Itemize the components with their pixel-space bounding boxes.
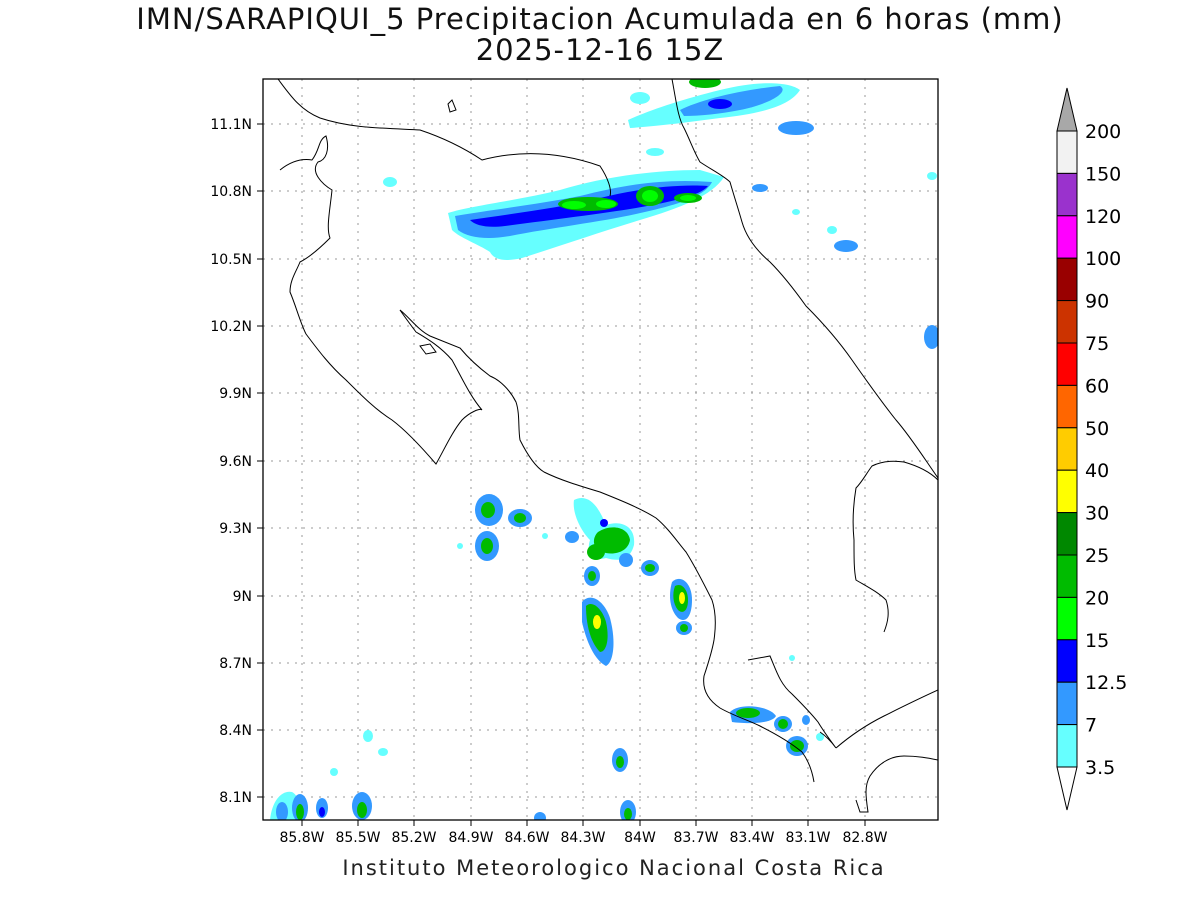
lon-label: 84.6W xyxy=(504,830,549,846)
colorbar-label: 30 xyxy=(1085,503,1109,525)
colorbar-label: 200 xyxy=(1085,121,1121,143)
colorbar-label: 25 xyxy=(1085,545,1109,567)
longitude-labels: 85.8W 85.5W 85.2W 84.9W 84.6W 84.3W 84W … xyxy=(279,830,887,846)
lat-label: 8.1N xyxy=(219,790,252,806)
precipitation-shading xyxy=(270,79,938,820)
colorbar-swatch xyxy=(1056,512,1078,556)
lat-label: 9.9N xyxy=(219,386,252,402)
colorbar-swatch xyxy=(1056,554,1078,598)
footer-credit: Instituto Meteorologico Nacional Costa R… xyxy=(342,856,886,880)
precip-cells-south-west xyxy=(270,768,372,820)
colorbar-label: 100 xyxy=(1085,248,1121,270)
map-gridlines xyxy=(263,79,938,820)
lon-label: 84.3W xyxy=(560,830,605,846)
lon-label: 83.4W xyxy=(729,830,774,846)
colorbar-swatch xyxy=(1056,215,1078,259)
colorbar-swatch xyxy=(1056,724,1078,768)
colorbar-label: 120 xyxy=(1085,206,1121,228)
map-valid-time: 2025-12-16 15Z xyxy=(475,33,725,67)
axis-ticks xyxy=(257,123,866,826)
colorbar-label: 12.5 xyxy=(1085,672,1127,694)
lon-label: 84W xyxy=(624,830,656,846)
colorbar-swatch xyxy=(1056,257,1078,302)
lat-label: 9.3N xyxy=(219,521,252,537)
colorbar-under-arrow xyxy=(1056,766,1078,811)
lat-label: 11.1N xyxy=(210,117,252,133)
colorbar-label: 15 xyxy=(1085,630,1109,652)
lon-label: 85.8W xyxy=(279,830,324,846)
colorbar-over-arrow xyxy=(1056,87,1078,132)
colorbar-label: 40 xyxy=(1085,460,1109,482)
lon-label: 83.7W xyxy=(673,830,718,846)
precip-cluster-north-east xyxy=(383,79,938,349)
colorbar-label: 3.5 xyxy=(1085,757,1115,779)
lat-label: 10.2N xyxy=(210,319,252,335)
colorbar-swatch xyxy=(1056,596,1078,641)
colorbar-label: 150 xyxy=(1085,163,1121,185)
lon-label: 85.2W xyxy=(391,830,436,846)
lat-label: 8.7N xyxy=(219,656,252,672)
precip-band-north xyxy=(448,170,724,260)
coastlines xyxy=(277,79,938,813)
colorbar-swatch xyxy=(1056,384,1078,429)
colorbar-swatch xyxy=(1056,639,1078,683)
colorbar-label: 50 xyxy=(1085,418,1109,440)
colorbar-swatch xyxy=(1056,427,1078,471)
colorbar-swatch xyxy=(1056,300,1078,344)
colorbar: 200 150 120 100 90 75 60 50 40 30 25 20 15 12.5 7 3.5 xyxy=(1056,87,1127,811)
lat-label: 8.4N xyxy=(219,723,252,739)
colorbar-swatch xyxy=(1056,130,1078,174)
colorbar-label: 75 xyxy=(1085,333,1109,355)
lat-label: 9.6N xyxy=(219,454,252,470)
lon-label: 84.9W xyxy=(448,830,493,846)
latitude-labels: 11.1N 10.8N 10.5N 10.2N 9.9N 9.6N 9.3N 9… xyxy=(210,117,252,806)
colorbar-swatch xyxy=(1056,469,1078,514)
colorbar-swatch xyxy=(1056,342,1078,386)
colorbar-label: 7 xyxy=(1085,715,1097,737)
colorbar-swatch xyxy=(1056,681,1078,726)
map-frame xyxy=(262,78,939,821)
colorbar-swatch xyxy=(1056,172,1078,217)
lon-label: 85.5W xyxy=(335,830,380,846)
colorbar-label: 90 xyxy=(1085,291,1109,313)
lon-label: 82.8W xyxy=(842,830,887,846)
map-title: IMN/SARAPIQUI_5 Precipitacion Acumulada … xyxy=(136,2,1064,36)
colorbar-label: 20 xyxy=(1085,587,1109,609)
lat-label: 9N xyxy=(233,589,252,605)
precip-cells-central xyxy=(457,494,692,666)
lat-label: 10.8N xyxy=(210,184,252,200)
lon-label: 83.1W xyxy=(785,830,830,846)
precip-cells-south-east xyxy=(363,655,824,820)
lat-label: 10.5N xyxy=(210,252,252,268)
colorbar-label: 60 xyxy=(1085,375,1109,397)
